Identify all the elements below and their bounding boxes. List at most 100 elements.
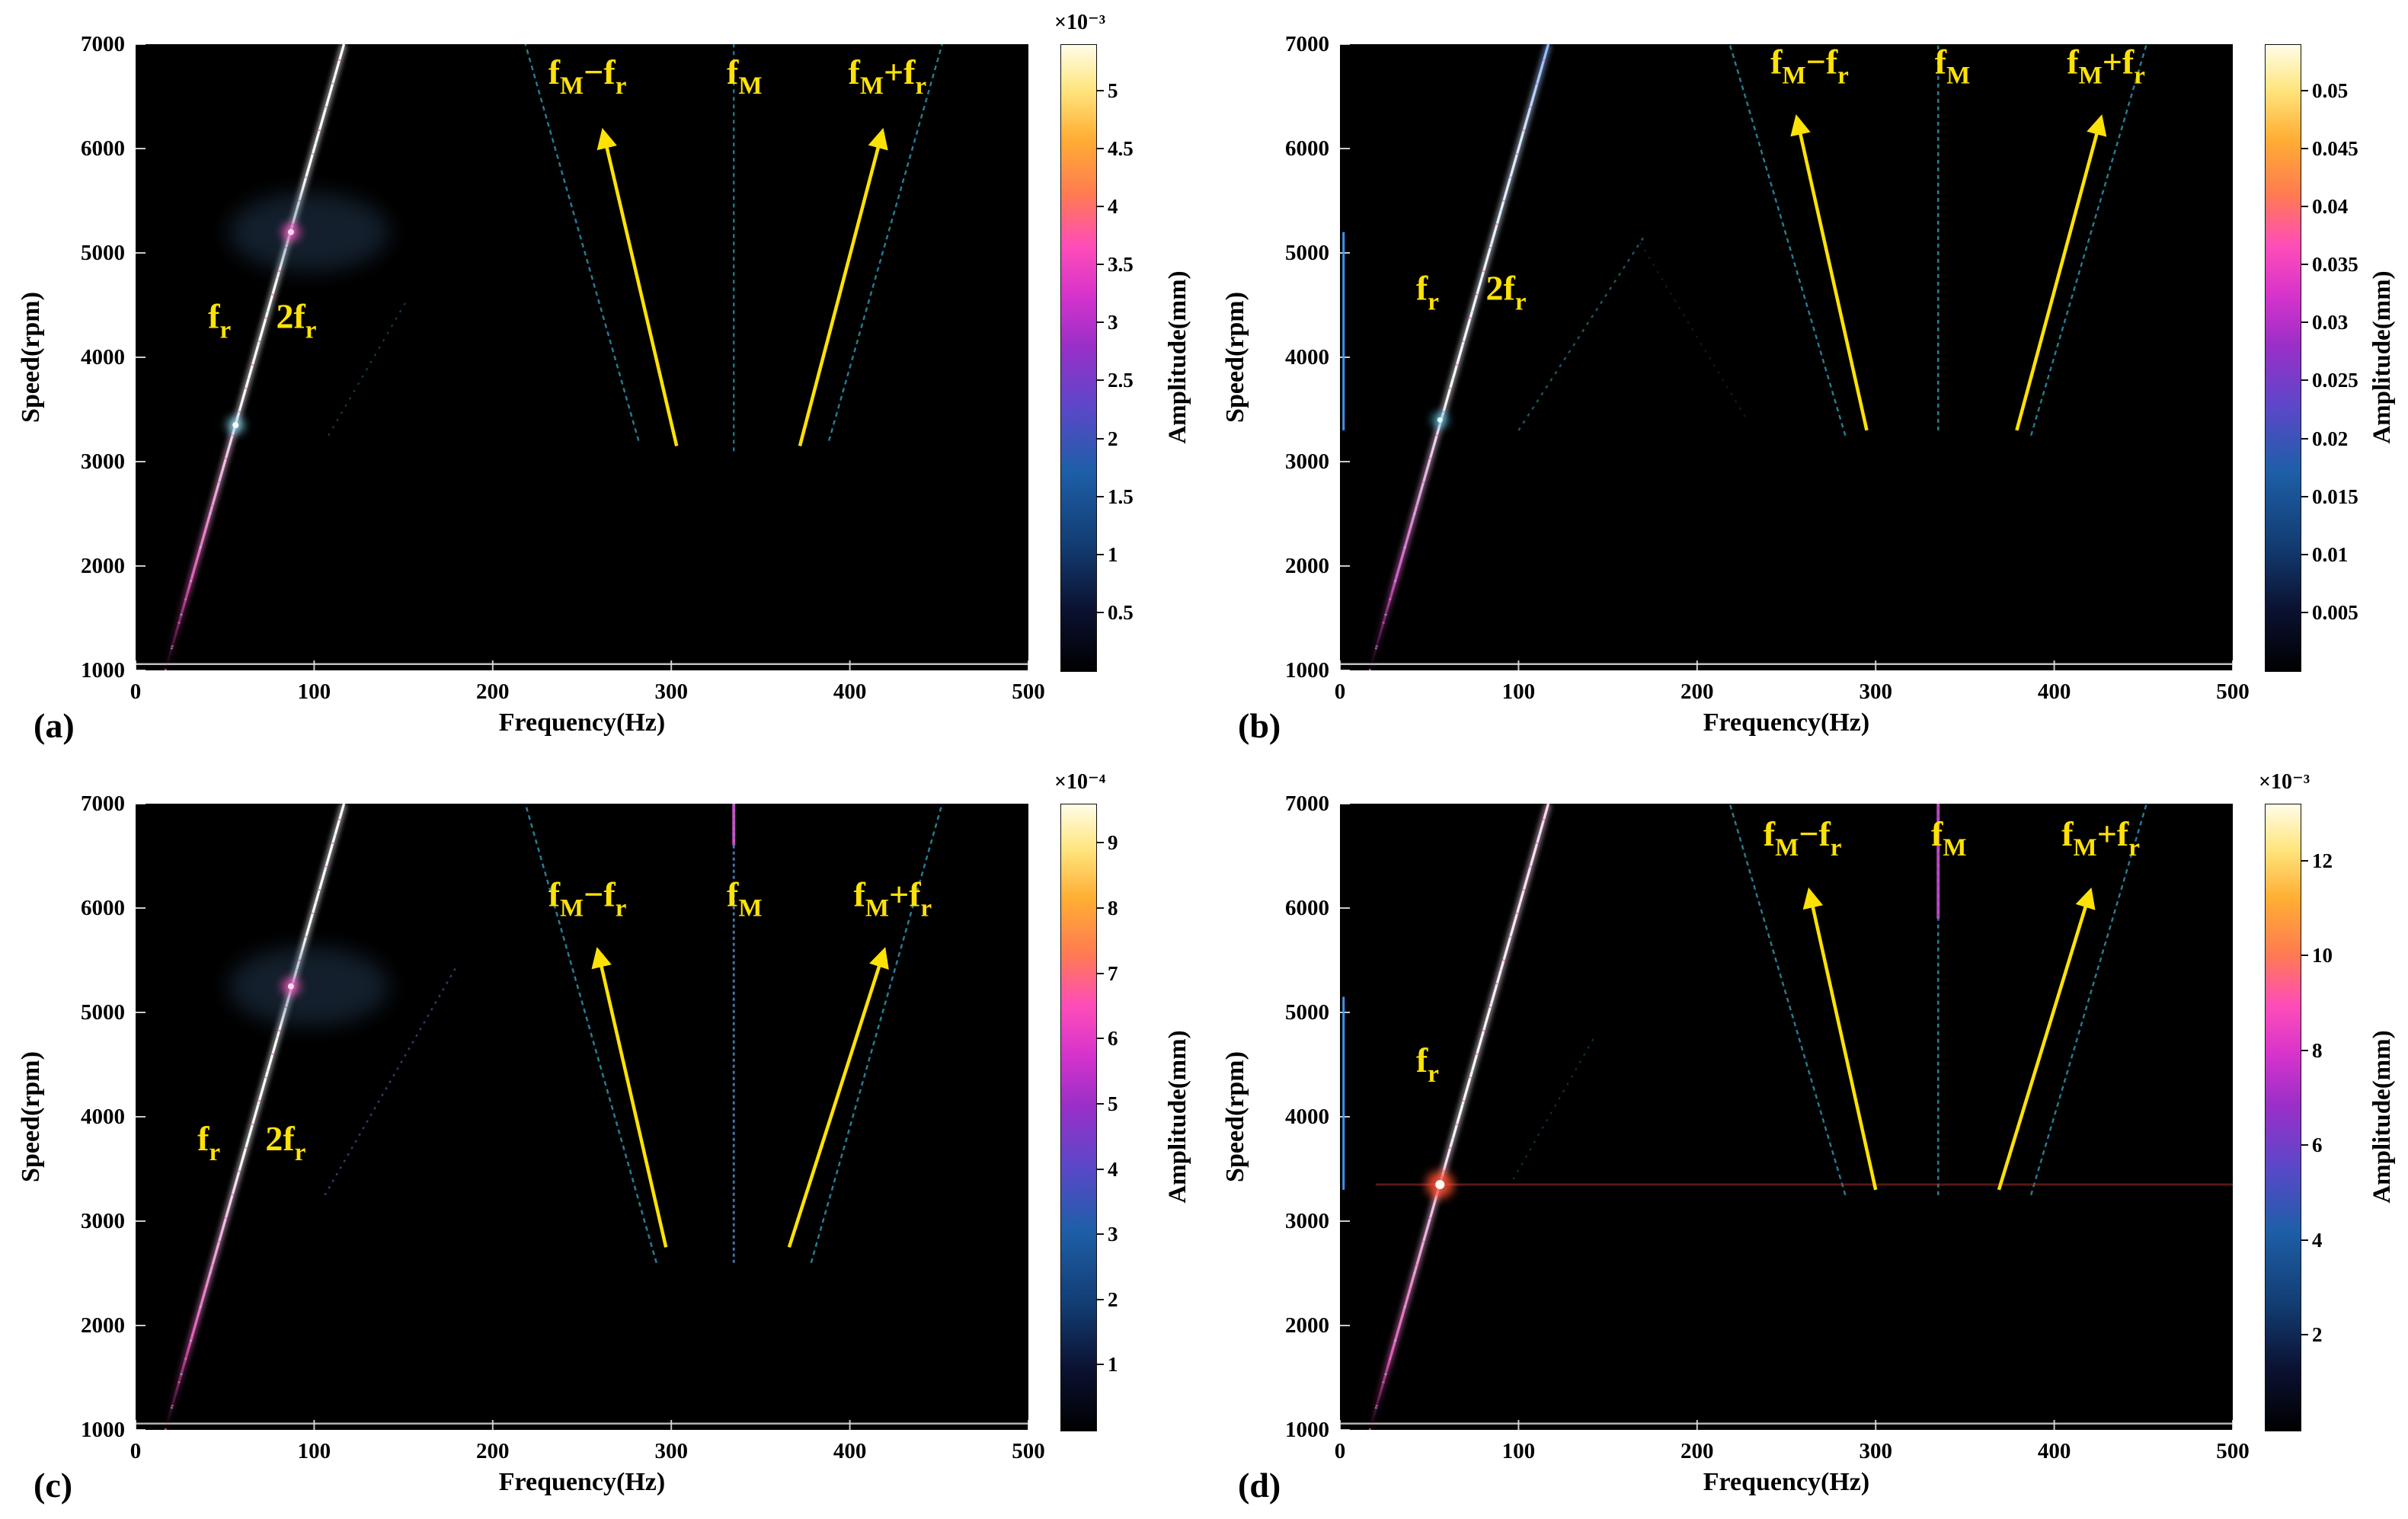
annotation-arrow: [798, 127, 888, 447]
resonance-smear: [228, 946, 389, 1026]
aliased-line: [1639, 241, 1748, 421]
y-tick-label: 1000: [81, 1418, 125, 1442]
x-tick-label: 100: [297, 680, 331, 704]
x-tick-label: 500: [1012, 1439, 1045, 1463]
y-axis-label: Speed(rpm): [17, 1051, 45, 1182]
y-tick-label: 5000: [81, 1000, 125, 1025]
plot-area: fr 2fr fM−fr fM fM+fr: [135, 43, 1029, 672]
colorbar-tick-label: 2.5: [1108, 369, 1134, 392]
y-tick-label: 6000: [1285, 136, 1329, 161]
annotation-label: 2fr: [276, 297, 316, 344]
colorbar-tick-mark: [1097, 206, 1104, 208]
colorbar-tick-label: 12: [2312, 849, 2333, 872]
y-tick-label: 4000: [81, 345, 125, 369]
colorbar-tick-mark: [1097, 1233, 1104, 1236]
colorbar-tick-label: 4: [1108, 1157, 1118, 1181]
colorbar: [1060, 44, 1097, 672]
plot-area: fr 2fr fM−fr fM fM+fr: [1339, 42, 2234, 672]
colorbar-tick-label: 6: [2312, 1134, 2323, 1157]
x-tick-label: 0: [1334, 1439, 1346, 1463]
x-axis-label: Frequency(Hz): [498, 708, 666, 737]
colorbar-tick-label: 0.025: [2312, 369, 2358, 392]
colorbar-tick-label: 0.04: [2312, 195, 2349, 219]
x-tick-label: 0: [1334, 680, 1346, 704]
colorbar-tick-label: 0.015: [2312, 484, 2358, 508]
colorbar-tick-mark: [2301, 437, 2308, 440]
colorbar-tick-mark: [1097, 321, 1104, 324]
x-tick-label: 400: [833, 1439, 867, 1463]
colorbar-tick-label: 10: [2312, 944, 2333, 967]
heatmap-canvas: fr 2fr fM−fr fM fM+fr: [135, 802, 1029, 1431]
colorbar: [2265, 44, 2301, 672]
colorbar-tick-label: 0.045: [2312, 137, 2358, 160]
y-tick-label: 4000: [81, 1105, 125, 1129]
colorbar-exponent: ×10⁻³: [2259, 770, 2310, 794]
resonance-spot: [287, 229, 294, 235]
colorbar-tick-label: 2: [2312, 1323, 2323, 1347]
colorbar-tick-mark: [1097, 1364, 1104, 1366]
annotation-label: fM−fr: [548, 875, 627, 922]
annotation-label: fM+fr: [854, 875, 932, 922]
annotation-label: fr: [208, 297, 231, 344]
colorbar-tick-mark: [1097, 1038, 1104, 1040]
x-tick-label: 500: [1012, 680, 1045, 704]
x-tick-label: 400: [833, 680, 867, 704]
colorbar-tick-label: 9: [1108, 831, 1118, 855]
colorbar-tick-mark: [2301, 379, 2308, 382]
annotation-label: fM: [1931, 814, 1966, 862]
annotations: fr fM−fr fM fM+fr: [1416, 814, 2140, 1191]
annotation-label: fM−fr: [1764, 814, 1842, 862]
f_r-order-line: [1368, 803, 1550, 1431]
colorbar-tick-label: 1: [1108, 1353, 1118, 1377]
spectral-features: [136, 43, 1028, 672]
colorbar-tick-label: 7: [1108, 961, 1118, 985]
y-axis-label: Speed(rpm): [17, 292, 45, 423]
colorbar-tick-mark: [2301, 1239, 2308, 1241]
colorbar-tick-mark: [1097, 495, 1104, 497]
x-tick-label: 200: [476, 1439, 510, 1463]
annotation-label: fr: [197, 1119, 220, 1166]
f_r-order-line: [1368, 43, 1550, 671]
axis-tick-marks: [1339, 43, 2234, 671]
f_M-plus-f_r-sideband: [810, 803, 943, 1264]
y-tick-label: 7000: [1285, 791, 1329, 816]
colorbar-tick-mark: [2301, 1049, 2308, 1051]
y-axis-label: Speed(rpm): [1221, 292, 1249, 423]
x-tick-label: 0: [130, 680, 142, 704]
annotation-label: fM: [1935, 44, 1970, 89]
annotation-label: fr: [1416, 269, 1439, 316]
colorbar-label: Amplitude(mm): [1164, 270, 1191, 444]
critical-speed-spot: [232, 422, 239, 429]
colorbar-tick-label: 1: [1108, 542, 1118, 566]
x-tick-label: 100: [297, 1439, 331, 1463]
panel-c: Speed(rpm) Frequency(Hz) Amplitude(mm) (…: [0, 760, 1204, 1519]
heatmap-canvas: fr 2fr fM−fr fM fM+fr: [135, 43, 1029, 672]
annotation-label: 2fr: [1485, 269, 1526, 316]
colorbar-tick-mark: [2301, 553, 2308, 555]
colorbar-label: Amplitude(mm): [2368, 270, 2396, 444]
x-tick-label: 100: [1501, 680, 1536, 704]
2f_r-order-line: [1517, 236, 1645, 431]
annotation-arrow: [787, 947, 889, 1248]
2f_r-order-line: [328, 299, 408, 437]
colorbar-tick-mark: [1097, 264, 1104, 266]
y-tick-label: 3000: [81, 1209, 125, 1233]
colorbar-tick-mark: [1097, 972, 1104, 974]
resonance-spot: [287, 983, 294, 990]
y-tick-label: 6000: [81, 896, 125, 920]
colorbar-tick-label: 2: [1108, 1287, 1118, 1311]
annotation-arrow: [591, 946, 668, 1248]
annotations: fr 2fr fM−fr fM fM+fr: [208, 53, 926, 447]
x-tick-label: 0: [130, 1439, 142, 1463]
colorbar-tick-mark: [2301, 148, 2308, 149]
colorbar-tick-mark: [1097, 1168, 1104, 1170]
annotation-arrow: [1790, 114, 1869, 431]
f_M-minus-f_r-sideband: [1728, 43, 1847, 437]
annotation-arrow: [596, 127, 679, 446]
annotation-label: fM: [727, 53, 762, 100]
colorbar-tick-label: 4.5: [1108, 137, 1134, 160]
panel-a: Speed(rpm) Frequency(Hz) Amplitude(mm) (…: [0, 0, 1204, 760]
2f_r-order-line: [1512, 1038, 1594, 1180]
annotation-label: fM+fr: [848, 53, 926, 100]
f_M-plus-f_r-sideband: [2029, 803, 2147, 1196]
